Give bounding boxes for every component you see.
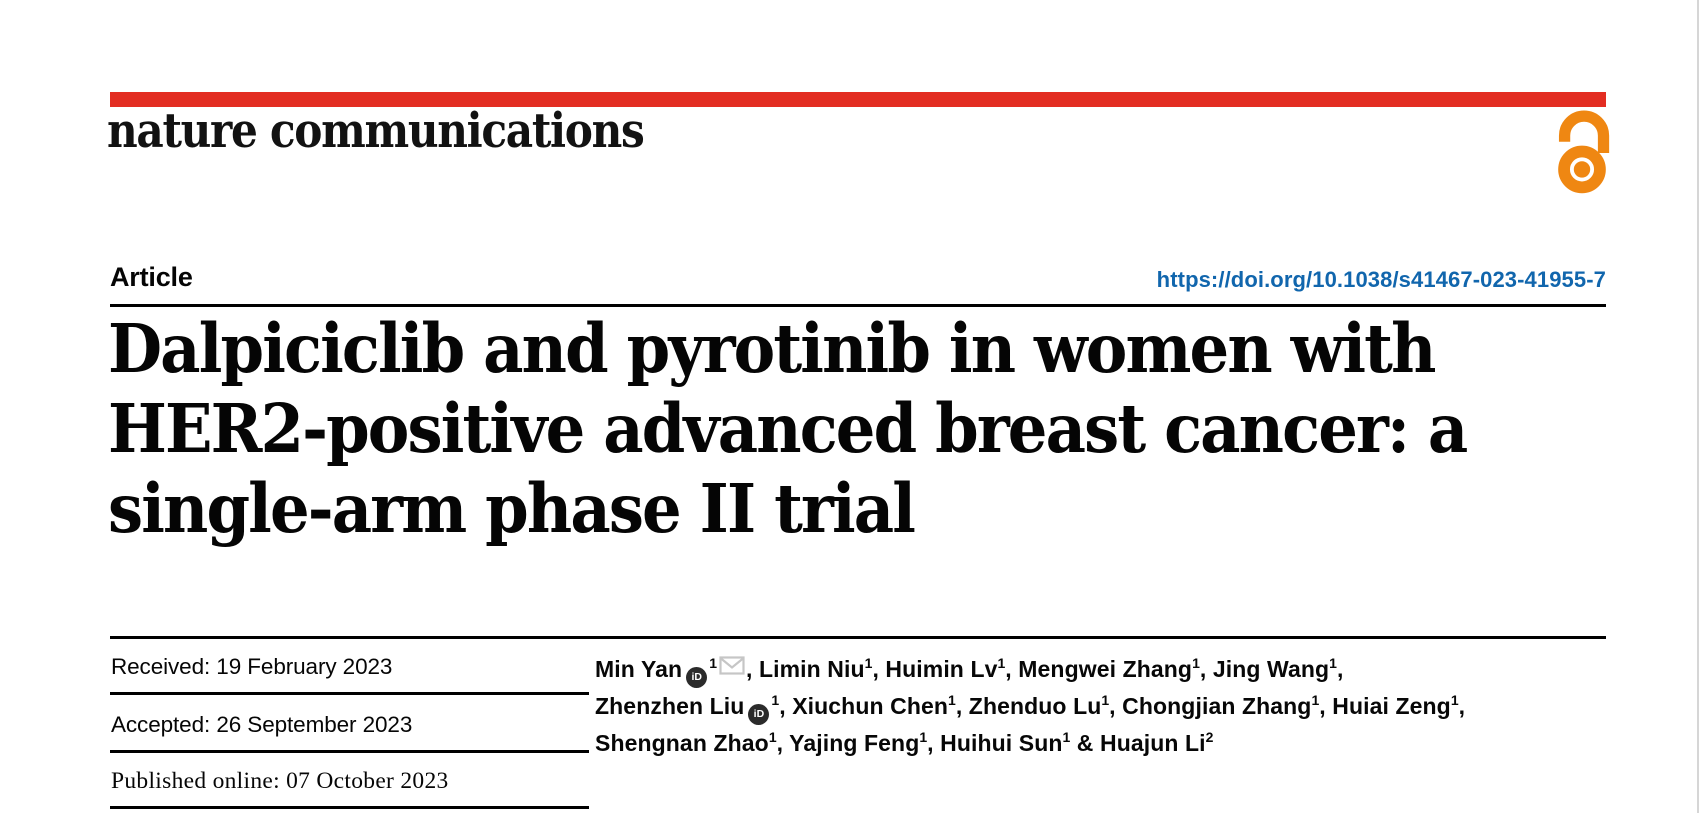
author-name-text: Shengnan Zhao [595, 730, 769, 756]
author-name-text: , [1336, 656, 1344, 682]
open-access-padlock-icon[interactable] [1540, 110, 1624, 194]
affiliation-superscript: 2 [1205, 729, 1214, 745]
affiliation-superscript: 1 [1192, 655, 1200, 671]
author-name-text: , Mengwei Zhang [1005, 656, 1193, 682]
author-name-text: , Huimin Lv [872, 656, 998, 682]
author-name-text: , [1458, 693, 1466, 719]
author-line-1: Min Yan iD1, Limin Niu1, Huimin Lv1, Meng… [595, 649, 1605, 688]
author-name-text: & Huajun Li [1070, 730, 1206, 756]
author-name-text: , Xiuchun Chen [779, 693, 949, 719]
author-name-text: , Yajing Feng [776, 730, 920, 756]
author-name-text: , Chongjian Zhang [1109, 693, 1312, 719]
article-meta-row: Article https://doi.org/10.1038/s41467-0… [110, 255, 1606, 293]
affiliation-superscript: 1 [1101, 692, 1110, 708]
affiliation-superscript: 1 [997, 655, 1006, 671]
received-date-row: Received: 19 February 2023 [110, 639, 589, 695]
affiliation-superscript: 1 [768, 729, 777, 745]
affiliation-superscript: 1 [1311, 692, 1320, 708]
affiliation-superscript: 1 [948, 692, 956, 708]
orcid-icon[interactable]: iD [748, 704, 770, 725]
article-title-line-3: single-arm phase II trial [108, 469, 916, 548]
received-date: Received: 19 February 2023 [111, 654, 393, 679]
email-envelope-icon[interactable] [719, 649, 745, 685]
affiliation-superscript: 1 [1450, 692, 1459, 708]
article-history-column: Received: 19 February 2023 Accepted: 26 … [110, 639, 589, 809]
affiliation-superscript: 1 [1329, 655, 1337, 671]
author-name-text: , Huihui Sun [927, 730, 1063, 756]
author-name-text: Min Yan [595, 656, 683, 682]
orcid-icon[interactable]: iD [686, 667, 708, 688]
author-name-text: , Huiai Zeng [1319, 693, 1451, 719]
doi-link[interactable]: https://doi.org/10.1038/s41467-023-41955… [1156, 267, 1606, 292]
title-divider-rule [110, 304, 1606, 307]
article-title-line-1: Dalpiciclib and pyrotinib in women with [108, 309, 1436, 388]
history-authors-section: Received: 19 February 2023 Accepted: 26 … [110, 636, 1606, 813]
author-list: Min Yan iD1, Limin Niu1, Huimin Lv1, Meng… [595, 649, 1605, 761]
affiliation-superscript: 1 [919, 729, 928, 745]
author-name-text: , Jing Wang [1199, 656, 1330, 682]
author-name-text: , Zhenduo Lu [955, 693, 1102, 719]
author-name-text: Zhenzhen Liu [595, 693, 745, 719]
affiliation-superscript: 1 [864, 655, 873, 671]
affiliation-superscript: 1 [709, 655, 717, 671]
accepted-date-row: Accepted: 26 September 2023 [110, 695, 589, 753]
journal-logo: nature communications [107, 103, 645, 159]
affiliation-superscript: 1 [771, 692, 780, 708]
article-title-line-2: HER2-positive advanced breast cancer: a [108, 389, 1468, 468]
brand-red-bar [110, 92, 1606, 107]
author-line-2: Zhenzhen Liu iD1, Xiuchun Chen1, Zhenduo … [595, 688, 1605, 725]
author-name-text: , Limin Niu [745, 656, 865, 682]
accepted-date: Accepted: 26 September 2023 [111, 712, 413, 737]
published-online-date: Published online: 07 October 2023 [111, 768, 449, 794]
pdf-page-edge-line [1697, 0, 1699, 813]
article-type-label: Article [110, 262, 193, 292]
published-date-row: Published online: 07 October 2023 [110, 753, 589, 809]
author-line-3: Shengnan Zhao1, Yajing Feng1, Huihui Sun… [595, 725, 1605, 761]
article-title: Dalpiciclib and pyrotinib in women with … [108, 309, 1522, 549]
affiliation-superscript: 1 [1062, 729, 1071, 745]
